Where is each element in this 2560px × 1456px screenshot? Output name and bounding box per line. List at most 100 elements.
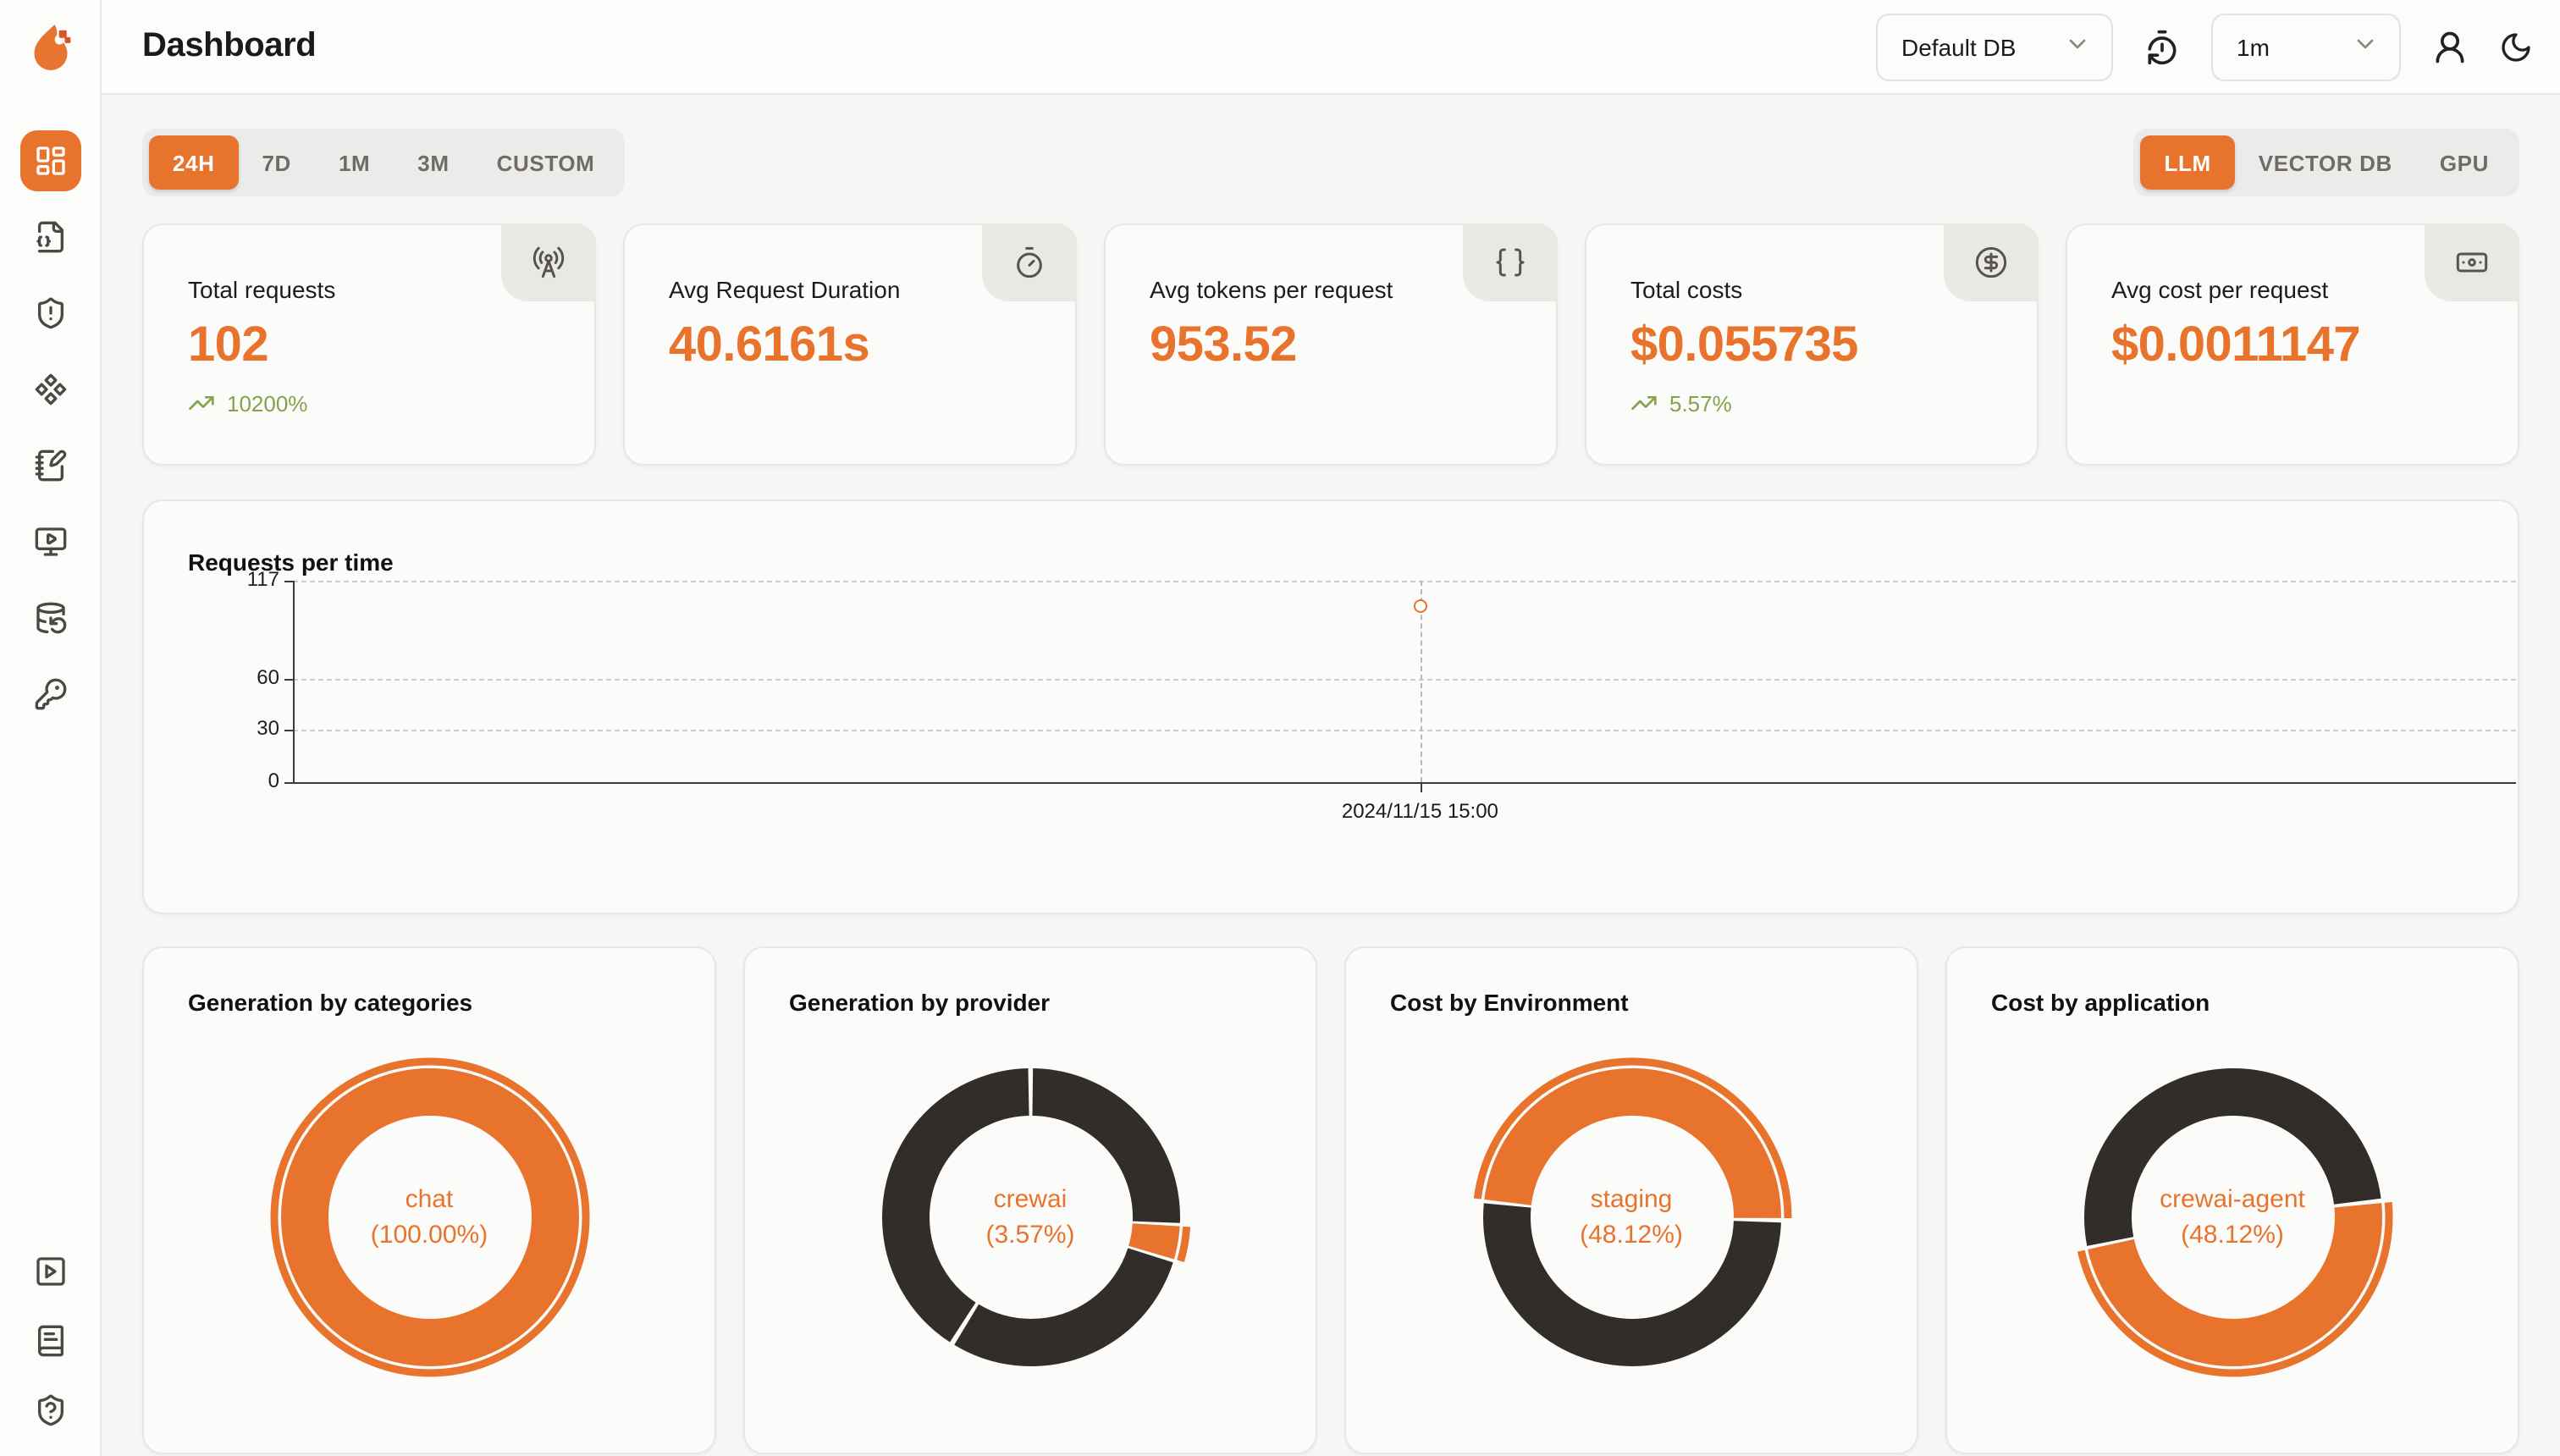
stat-icon-badge bbox=[501, 225, 594, 301]
sidebar-item-issues[interactable] bbox=[19, 283, 80, 344]
top-bar: Dashboard Default DB 1m bbox=[102, 0, 2560, 95]
tab-3m[interactable]: 3M bbox=[417, 150, 450, 175]
tab-1m[interactable]: 1M bbox=[338, 150, 371, 175]
shield-question-icon bbox=[37, 1394, 63, 1426]
banknote-icon bbox=[2456, 252, 2488, 273]
filter-tabs-row: 24H 7D 1M 3M CUSTOM LLM VECTOR DB GPU bbox=[142, 129, 2519, 196]
stat-label: Avg cost per request bbox=[2111, 276, 2329, 303]
stat-trend-value: 5.57% bbox=[1669, 390, 1732, 416]
sidebar-item-demo-video[interactable] bbox=[19, 1241, 80, 1302]
tab-custom[interactable]: CUSTOM bbox=[496, 150, 595, 175]
requests-chart-plot[interactable]: 0 30 60 117 2024/11/15 15:00 bbox=[144, 501, 2518, 913]
tab-gpu[interactable]: GPU bbox=[2439, 150, 2489, 175]
book-icon bbox=[37, 1325, 63, 1357]
stat-label: Avg Request Duration bbox=[669, 276, 901, 303]
database-select-value: Default DB bbox=[1901, 33, 2017, 60]
y-tick-label: 30 bbox=[257, 716, 279, 741]
sidebar-item-traces[interactable] bbox=[19, 207, 80, 267]
stat-icon-badge bbox=[1463, 225, 1556, 301]
stat-card-avg-cost: Avg cost per request $0.0011147 bbox=[2066, 223, 2519, 466]
monitor-play-icon bbox=[34, 527, 66, 556]
stat-label: Total costs bbox=[1630, 276, 1743, 303]
flame-logo-icon bbox=[33, 25, 70, 70]
stat-value: 40.6161s bbox=[669, 318, 870, 372]
chevron-down-icon bbox=[2064, 30, 2091, 63]
page-title: Dashboard bbox=[142, 27, 317, 64]
x-tick-label: 2024/11/15 15:00 bbox=[1341, 799, 1498, 823]
stat-value: 953.52 bbox=[1150, 318, 1297, 372]
user-account-button[interactable] bbox=[2431, 28, 2469, 65]
donut-title: Cost by Environment bbox=[1390, 989, 1629, 1016]
refresh-history-button[interactable] bbox=[2143, 28, 2181, 65]
y-tick-label: 60 bbox=[257, 665, 279, 689]
component-diamonds-icon bbox=[34, 373, 66, 405]
crosshair-line bbox=[1420, 581, 1422, 782]
stat-value: 102 bbox=[188, 318, 269, 372]
timer-reset-icon bbox=[2148, 29, 2177, 64]
sidebar-item-api-keys[interactable] bbox=[19, 664, 80, 725]
y-tick bbox=[284, 730, 293, 732]
donut-title: Generation by categories bbox=[188, 989, 473, 1016]
stat-label: Avg tokens per request bbox=[1150, 276, 1393, 303]
notebook-pen-icon bbox=[34, 449, 66, 482]
sidebar-item-playground[interactable] bbox=[19, 511, 80, 572]
donut-card-generation-by-provider: Generation by provider crewai (3.57%) bbox=[743, 946, 1317, 1454]
file-code-icon bbox=[36, 221, 63, 253]
app-logo[interactable] bbox=[0, 0, 100, 95]
circle-dollar-icon bbox=[1975, 246, 2007, 279]
x-tick bbox=[1420, 784, 1422, 792]
tab-llm[interactable]: LLM bbox=[2140, 135, 2235, 190]
braces-icon bbox=[1496, 248, 1525, 277]
stats-row: Total requests 102 10200% Avg Request Du… bbox=[142, 223, 2519, 466]
chart-title: Requests per time bbox=[188, 549, 394, 576]
donut-chart[interactable]: crewai (3.57%) bbox=[869, 1056, 1191, 1378]
refresh-interval-value: 1m bbox=[2237, 33, 2270, 60]
donut-chart[interactable]: chat (100.00%) bbox=[268, 1056, 590, 1378]
radio-tower-icon bbox=[532, 246, 565, 279]
mode-tabs: LLM VECTOR DB GPU bbox=[2133, 129, 2519, 196]
top-bar-controls: Default DB 1m bbox=[1876, 13, 2533, 80]
donut-chart[interactable]: staging (48.12%) bbox=[1470, 1056, 1792, 1378]
stat-card-total-requests: Total requests 102 10200% bbox=[142, 223, 596, 466]
stat-trend: 5.57% bbox=[1630, 389, 1993, 416]
moon-icon bbox=[2502, 32, 2530, 61]
tab-7d[interactable]: 7D bbox=[262, 150, 291, 175]
stat-card-avg-tokens: Avg tokens per request 953.52 bbox=[1104, 223, 1558, 466]
sidebar-item-annotations[interactable] bbox=[19, 435, 80, 496]
trending-up-icon bbox=[1631, 396, 1657, 410]
dashboard-grid-icon bbox=[36, 146, 64, 175]
donut-card-generation-by-categories: Generation by categories chat (100.00%) bbox=[142, 946, 716, 1454]
stat-trend-value: 10200% bbox=[227, 390, 308, 416]
sidebar-item-dashboard[interactable] bbox=[19, 130, 80, 191]
dark-mode-toggle[interactable] bbox=[2499, 30, 2533, 63]
donut-card-cost-by-application: Cost by application crewai-agent (48.12%… bbox=[1945, 946, 2519, 1454]
stat-trend: 10200% bbox=[188, 389, 550, 416]
database-select[interactable]: Default DB bbox=[1876, 13, 2113, 80]
trending-up-icon bbox=[189, 396, 214, 410]
donut-chart[interactable]: crewai-agent (48.12%) bbox=[2072, 1056, 2393, 1378]
data-point[interactable] bbox=[1413, 599, 1427, 614]
y-tick bbox=[284, 782, 293, 784]
sidebar-item-integrations[interactable] bbox=[19, 359, 80, 420]
main-column: Dashboard Default DB 1m bbox=[102, 0, 2560, 1456]
y-tick bbox=[284, 581, 293, 582]
gridline bbox=[293, 581, 2516, 582]
tab-24h[interactable]: 24H bbox=[149, 135, 239, 190]
stat-icon-badge bbox=[2425, 225, 2518, 301]
user-icon bbox=[2436, 30, 2464, 63]
donut-charts-row: Generation by categories chat (100.00%) … bbox=[142, 946, 2519, 1454]
sidebar-item-documentation[interactable] bbox=[19, 1310, 80, 1371]
donut-title: Generation by provider bbox=[789, 989, 1051, 1016]
y-tick bbox=[284, 678, 293, 681]
database-backup-icon bbox=[36, 602, 66, 634]
shield-alert-icon bbox=[37, 297, 63, 329]
sidebar-item-support[interactable] bbox=[19, 1380, 80, 1441]
sidebar-item-datasets[interactable] bbox=[19, 587, 80, 648]
tab-vector-db[interactable]: VECTOR DB bbox=[2258, 150, 2392, 175]
time-range-tabs: 24H 7D 1M 3M CUSTOM bbox=[142, 129, 626, 196]
refresh-interval-select[interactable]: 1m bbox=[2211, 13, 2401, 80]
y-tick-label: 117 bbox=[246, 567, 279, 591]
stat-label: Total requests bbox=[188, 276, 336, 303]
stat-icon-badge bbox=[982, 225, 1075, 301]
